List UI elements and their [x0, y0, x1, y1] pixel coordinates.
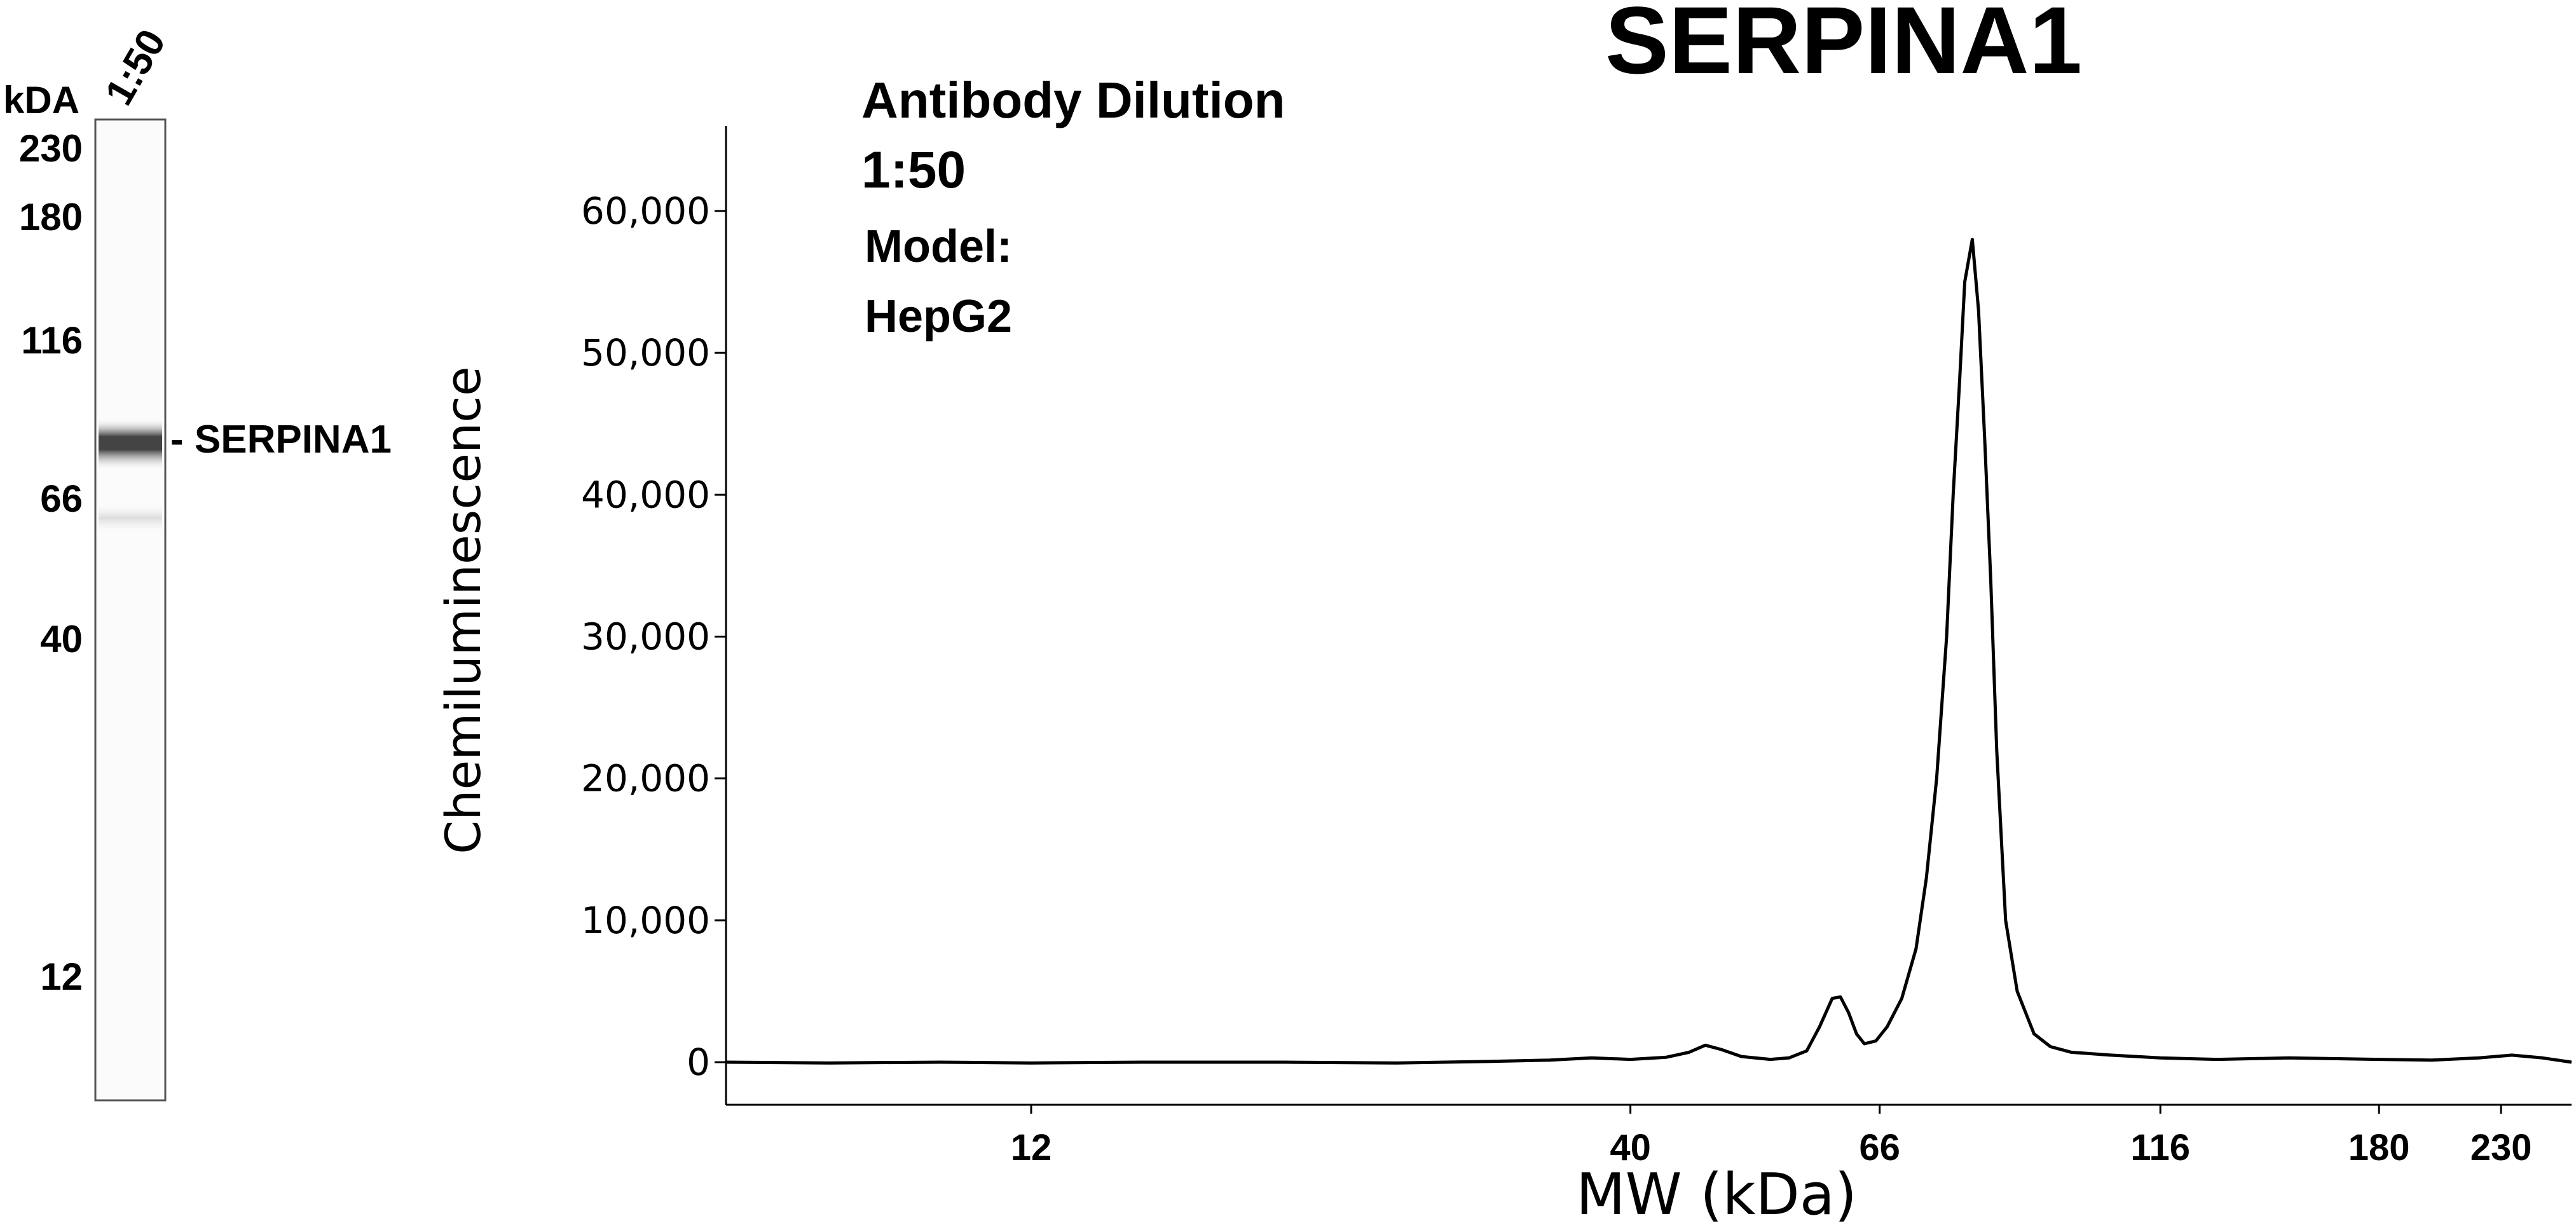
chart-title: SERPINA1 — [1605, 0, 2082, 93]
y-tick-label: 40,000 — [581, 473, 710, 516]
line-chart: 0 10,000 20,000 30,000 40,000 50,000 60,000 12… — [435, 126, 2572, 1228]
x-tick-label: 66 — [1859, 1127, 1900, 1168]
y-tick-label: 0 — [687, 1041, 710, 1084]
gel-lane — [94, 118, 167, 1102]
x-axis-label: MW (kDa) — [1576, 1161, 1857, 1228]
annotation-dilution-heading: Antibody Dilution — [861, 72, 1285, 128]
annotation-model-value: HepG2 — [865, 291, 1012, 342]
annotation-model-heading: Model: — [865, 221, 1012, 272]
gel-marker-label: 66 — [40, 477, 83, 520]
annotation-block: Antibody Dilution 1:50 Model: HepG2 — [861, 72, 1285, 342]
y-tick-label: 50,000 — [581, 331, 710, 374]
y-axis-label: Chemiluminescence — [435, 366, 491, 854]
gel-panel: kDA 1:50 - SERPINA1 230 180 116 66 40 12 — [3, 22, 392, 1102]
gel-band-serpina1 — [99, 418, 162, 470]
gel-marker-label: 12 — [40, 955, 83, 998]
x-ticks: 12 40 66 116 180 230 — [1011, 1105, 2532, 1168]
x-tick-label: 40 — [1610, 1127, 1651, 1168]
x-tick-label: 230 — [2470, 1127, 2532, 1168]
gel-marker-labels: 230 180 116 66 40 12 — [19, 127, 83, 998]
gel-band-faint — [99, 502, 162, 534]
gel-marker-label: 40 — [40, 618, 83, 660]
x-tick-label: 180 — [2348, 1127, 2410, 1168]
gel-band-label: - SERPINA1 — [170, 418, 392, 461]
y-tick-label: 20,000 — [581, 757, 710, 800]
gel-lane-label: 1:50 — [97, 22, 174, 113]
gel-marker-label: 180 — [19, 196, 83, 238]
x-tick-label: 116 — [2130, 1127, 2190, 1168]
annotation-dilution-value: 1:50 — [861, 141, 966, 199]
y-ticks: 0 10,000 20,000 30,000 40,000 50,000 60,000 — [581, 189, 726, 1084]
y-tick-label: 10,000 — [581, 899, 710, 942]
x-tick-label: 12 — [1011, 1127, 1052, 1168]
gel-marker-label: 116 — [21, 319, 83, 362]
gel-unit-label: kDA — [3, 79, 79, 121]
series-line — [725, 238, 2572, 1065]
y-tick-label: 60,000 — [581, 189, 710, 233]
y-tick-label: 30,000 — [581, 615, 710, 658]
gel-marker-label: 230 — [19, 127, 83, 170]
